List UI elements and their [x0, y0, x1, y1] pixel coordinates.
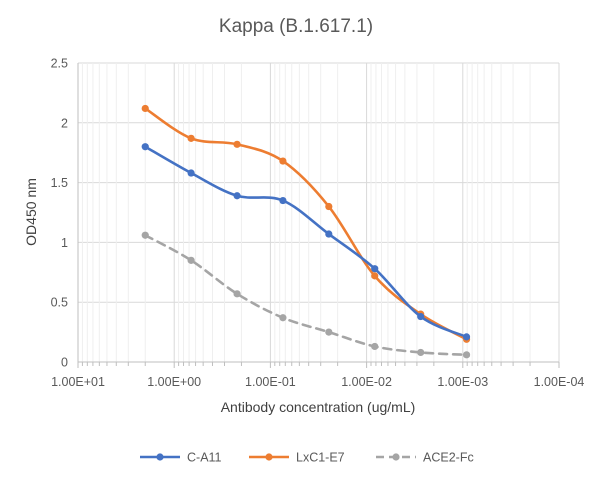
- data-point-c-a11: [141, 143, 149, 151]
- legend-item-c-a11: C-A11: [140, 451, 222, 465]
- data-point-c-a11: [417, 312, 425, 321]
- data-point-ace2-fc: [371, 342, 379, 351]
- x-tick-label: 1.00E+01: [51, 375, 105, 389]
- y-tick-label: 1.5: [51, 176, 68, 190]
- data-point-ace2-fc: [417, 348, 425, 357]
- x-tick-label: 1.00E-04: [534, 375, 585, 389]
- data-point-ace2-fc: [187, 256, 195, 264]
- data-point-lxc1-e7: [187, 134, 195, 142]
- series-c-a11: [141, 143, 471, 341]
- legend-label-ace2-fc: ACE2-Fc: [423, 451, 474, 465]
- x-tick-label: 1.00E-02: [341, 375, 392, 389]
- legend-item-lxc1-e7: LxC1-E7: [249, 451, 345, 465]
- y-axis-title: OD450 nm: [23, 178, 39, 246]
- series-line-ace2-fc: [143, 233, 468, 357]
- data-point-lxc1-e7: [371, 272, 379, 280]
- y-tick-label: 0.5: [51, 296, 68, 310]
- legend-marker-ace2-fc: [392, 453, 400, 461]
- data-point-ace2-fc: [141, 231, 149, 239]
- axes: 0 0.5 1 1.5 2 2.5 1.00E+01 1.00E+00 1.00E-01 1.00…: [51, 57, 585, 390]
- data-point-ace2-fc: [279, 314, 287, 322]
- data-point-c-a11: [187, 169, 195, 177]
- series-ace2-fc: [141, 231, 471, 359]
- data-point-c-a11: [279, 196, 287, 205]
- legend-label-c-a11: C-A11: [187, 451, 222, 465]
- data-point-ace2-fc: [462, 351, 471, 359]
- y-tick-label: 1: [61, 236, 68, 250]
- x-tick-label: 1.00E+00: [147, 375, 201, 389]
- x-axis-title: Antibody concentration (ug/mL): [221, 399, 416, 415]
- legend-item-ace2-fc: ACE2-Fc: [376, 451, 474, 465]
- y-tick-label: 2: [61, 116, 68, 130]
- y-tick-label: 2.5: [51, 57, 68, 71]
- grid: [78, 62, 560, 362]
- legend: C-A11 LxC1-E7 ACE2-Fc: [140, 451, 474, 465]
- series-line-c-a11: [143, 145, 468, 339]
- x-tick-label: 1.00E-03: [437, 375, 488, 389]
- chart-title: Kappa (B.1.617.1): [219, 16, 373, 37]
- data-point-c-a11: [462, 333, 471, 341]
- data-point-c-a11: [233, 192, 241, 200]
- x-tick-label: 1.00E-01: [245, 375, 296, 389]
- data-point-lxc1-e7: [325, 202, 333, 211]
- data-point-c-a11: [325, 230, 333, 238]
- data-point-lxc1-e7: [233, 140, 241, 148]
- data-point-ace2-fc: [325, 328, 333, 336]
- legend-marker-lxc1-e7: [265, 453, 273, 461]
- series-layer: [141, 104, 471, 359]
- data-point-ace2-fc: [233, 290, 241, 298]
- data-point-lxc1-e7: [141, 104, 149, 113]
- legend-label-lxc1-e7: LxC1-E7: [296, 451, 345, 465]
- data-point-lxc1-e7: [279, 157, 287, 165]
- y-tick-label: 0: [61, 356, 68, 370]
- data-point-c-a11: [371, 265, 379, 273]
- legend-marker-c-a11: [156, 453, 164, 461]
